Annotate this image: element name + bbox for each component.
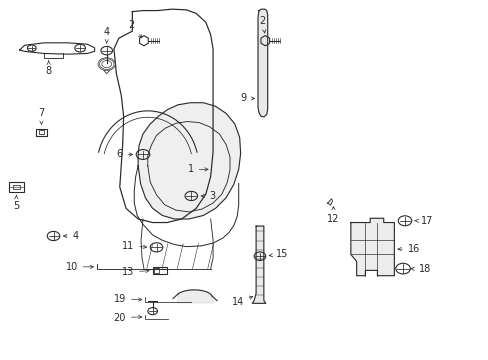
Polygon shape bbox=[177, 290, 213, 303]
Bar bbox=[13, 185, 20, 189]
Text: 6: 6 bbox=[116, 149, 132, 159]
Text: 19: 19 bbox=[114, 294, 142, 304]
Text: 10: 10 bbox=[65, 262, 93, 272]
Bar bbox=[152, 267, 167, 274]
Text: 18: 18 bbox=[410, 264, 430, 274]
Text: 7: 7 bbox=[38, 108, 44, 124]
Bar bbox=[39, 130, 44, 134]
Text: 16: 16 bbox=[397, 244, 419, 254]
Text: 20: 20 bbox=[113, 312, 142, 323]
Text: 14: 14 bbox=[231, 296, 252, 307]
Text: 2: 2 bbox=[128, 20, 142, 38]
Text: 1: 1 bbox=[187, 165, 208, 174]
Text: 15: 15 bbox=[269, 249, 288, 259]
Text: 2: 2 bbox=[259, 16, 265, 33]
Text: 17: 17 bbox=[414, 216, 432, 226]
Text: 13: 13 bbox=[122, 267, 149, 277]
Polygon shape bbox=[350, 218, 393, 276]
Text: 4: 4 bbox=[63, 231, 79, 241]
Polygon shape bbox=[252, 226, 265, 303]
Text: 9: 9 bbox=[240, 94, 254, 103]
Text: 8: 8 bbox=[45, 60, 52, 76]
Text: 5: 5 bbox=[13, 195, 20, 211]
Polygon shape bbox=[138, 103, 240, 219]
Text: 3: 3 bbox=[201, 191, 215, 201]
Polygon shape bbox=[258, 9, 267, 117]
Bar bbox=[9, 182, 24, 192]
Bar bbox=[36, 129, 47, 136]
Text: 12: 12 bbox=[326, 207, 339, 224]
Text: 4: 4 bbox=[103, 27, 110, 43]
Text: 11: 11 bbox=[122, 241, 146, 251]
Bar bbox=[153, 268, 159, 273]
